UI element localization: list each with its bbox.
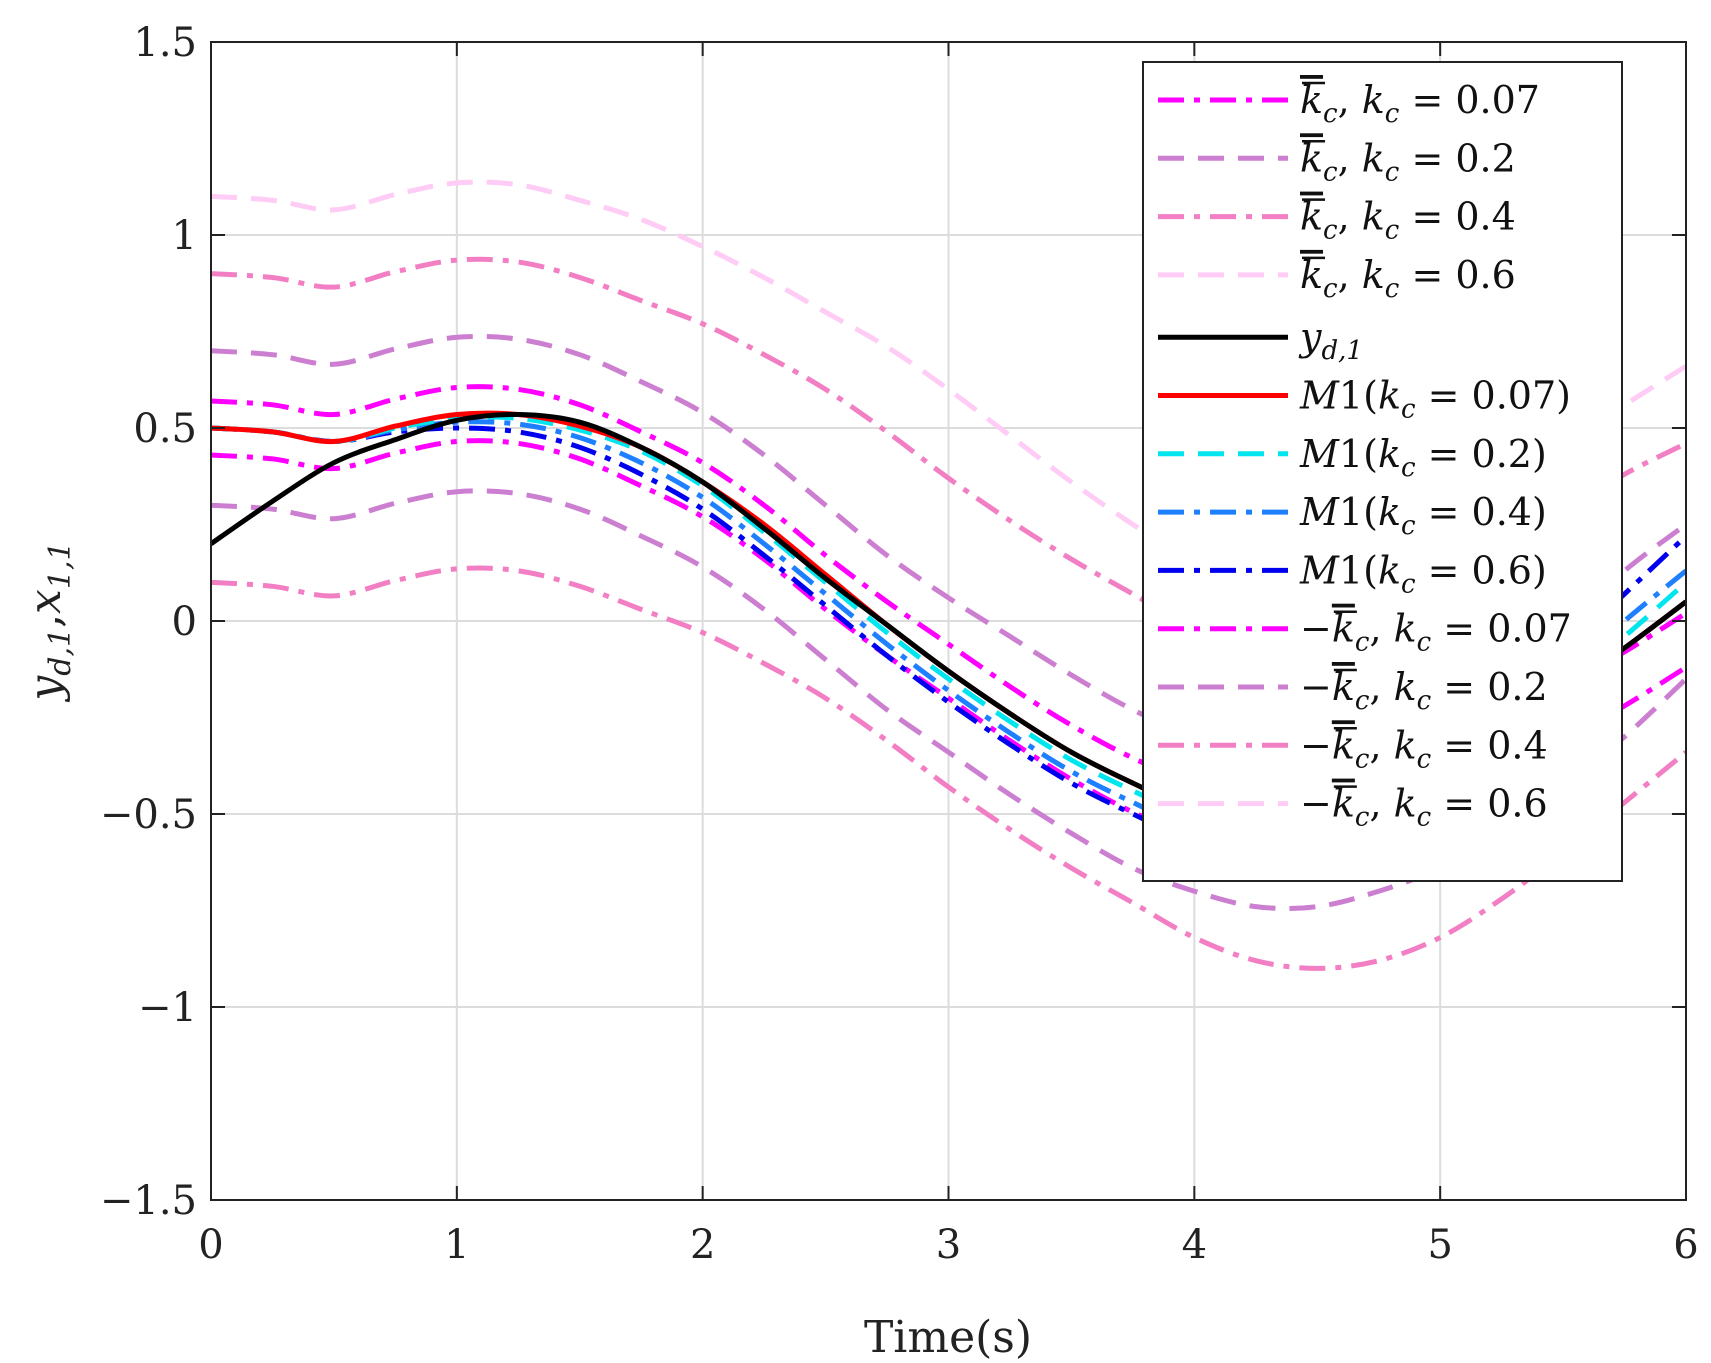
legend-entry: M1(kc = 0.4) <box>1158 490 1547 541</box>
y-tick-label: 0.5 <box>133 406 197 452</box>
x-tick-label: 6 <box>1673 1222 1698 1268</box>
legend-label: kc, kc = 0.07 <box>1300 78 1540 129</box>
series-line-2 <box>211 256 1686 663</box>
y-tick-label: 0 <box>172 599 197 645</box>
y-tick-label: 1 <box>172 213 197 259</box>
legend-entry: −kc, kc = 0.07 <box>1158 607 1572 658</box>
y-axis-label-x-sub: 1,1 <box>43 541 78 589</box>
x-tick-label: 3 <box>936 1222 961 1268</box>
legend-label: M1(kc = 0.2) <box>1299 432 1547 483</box>
legend-entry: −kc, kc = 0.2 <box>1158 665 1548 716</box>
legend-entry: −kc, kc = 0.4 <box>1158 723 1548 774</box>
x-axis-label: Time(s) <box>864 1312 1032 1363</box>
legend-label: kc, kc = 0.2 <box>1300 136 1516 187</box>
legend-entry: kc, kc = 0.4 <box>1158 195 1516 246</box>
x-tick-label: 4 <box>1182 1222 1207 1268</box>
legend-label: −kc, kc = 0.6 <box>1300 782 1548 833</box>
y-tick-labels: −1.5 −1 −0.5 0 0.5 1 1.5 <box>100 20 197 1224</box>
y-tick-label: −1 <box>138 985 197 1031</box>
legend-entries: kc, kc = 0.07 kc, kc = 0.2 kc, kc = 0.4 kc,… <box>1158 78 1572 833</box>
tick-marks <box>210 41 1687 1201</box>
legend-label: −kc, kc = 0.4 <box>1300 723 1548 774</box>
y-tick-label: 1.5 <box>133 20 197 66</box>
x-tick-label: 0 <box>198 1222 223 1268</box>
x-tick-labels: 0 1 2 3 4 5 6 <box>198 1222 1698 1268</box>
y-axis-label-y: y <box>20 675 71 703</box>
legend-label: M1(kc = 0.6) <box>1299 548 1547 599</box>
x-tick-label: 2 <box>690 1222 715 1268</box>
legend-entry: kc, kc = 0.2 <box>1158 136 1516 187</box>
series-line-11 <box>211 565 1686 971</box>
legend: kc, kc = 0.07 kc, kc = 0.2 kc, kc = 0.4 kc,… <box>1142 61 1623 882</box>
legend-label: kc, kc = 0.4 <box>1300 195 1516 246</box>
legend-label: −kc, kc = 0.07 <box>1300 607 1572 658</box>
y-tick-label: −1.5 <box>100 1178 197 1224</box>
legend-entry: −kc, kc = 0.6 <box>1158 782 1548 833</box>
legend-entry: M1(kc = 0.6) <box>1158 548 1547 599</box>
legend-entry: kc, kc = 0.6 <box>1158 253 1516 304</box>
legend-entry: M1(kc = 0.2) <box>1158 432 1547 483</box>
legend-entry: M1(kc = 0.07) <box>1158 374 1571 425</box>
y-tick-label: −0.5 <box>100 792 197 838</box>
legend-label: kc, kc = 0.6 <box>1300 253 1516 304</box>
x-tick-label: 1 <box>444 1222 469 1268</box>
legend-entry: yd,1 <box>1158 315 1363 366</box>
legend-label: M1(kc = 0.4) <box>1299 490 1547 541</box>
y-axis-label-y-sub: d,1 <box>43 628 78 676</box>
y-axis-label-sep: , <box>20 614 71 628</box>
legend-label: yd,1 <box>1298 315 1363 366</box>
y-axis-label: yd,1,x1,1 <box>20 541 78 702</box>
legend-entry: kc, kc = 0.07 <box>1158 78 1540 129</box>
y-axis-label-x: x <box>20 589 71 614</box>
x-tick-label: 5 <box>1427 1222 1452 1268</box>
series-line-7 <box>211 419 1686 845</box>
legend-label: M1(kc = 0.07) <box>1299 374 1571 425</box>
legend-label: −kc, kc = 0.2 <box>1300 665 1548 716</box>
